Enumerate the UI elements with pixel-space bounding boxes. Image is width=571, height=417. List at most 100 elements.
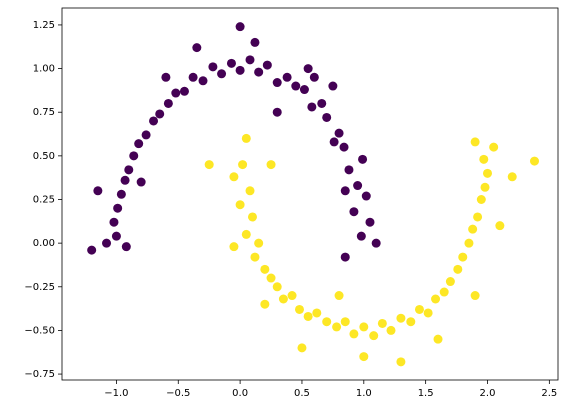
x-tick-label: 2.0 bbox=[480, 388, 496, 399]
point bbox=[396, 357, 406, 367]
point bbox=[359, 352, 369, 362]
point bbox=[349, 207, 359, 217]
point bbox=[358, 154, 368, 164]
y-tick-label: 0.75 bbox=[33, 107, 55, 118]
point bbox=[464, 238, 474, 248]
point bbox=[377, 318, 387, 328]
point bbox=[340, 317, 350, 327]
point bbox=[470, 137, 480, 147]
x-tick-label: 0.0 bbox=[232, 388, 248, 399]
point bbox=[109, 217, 119, 227]
x-tick-label: 1.0 bbox=[356, 388, 372, 399]
point bbox=[312, 308, 322, 318]
point bbox=[386, 325, 396, 335]
point bbox=[489, 142, 499, 152]
point bbox=[229, 172, 239, 182]
y-tick-label: 0.50 bbox=[33, 151, 55, 162]
point bbox=[480, 182, 490, 192]
point bbox=[217, 69, 227, 79]
point bbox=[111, 231, 121, 241]
point bbox=[241, 133, 251, 143]
point bbox=[303, 311, 313, 321]
point bbox=[307, 102, 317, 112]
y-tick-label: −0.50 bbox=[24, 325, 55, 336]
point bbox=[121, 242, 131, 252]
y-tick-label: −0.25 bbox=[24, 282, 55, 293]
point bbox=[291, 81, 301, 91]
point bbox=[332, 322, 342, 332]
point bbox=[349, 329, 359, 339]
point bbox=[129, 151, 139, 161]
point bbox=[229, 242, 239, 252]
point bbox=[262, 60, 272, 70]
point bbox=[359, 322, 369, 332]
point bbox=[188, 72, 198, 82]
point bbox=[482, 168, 492, 178]
point bbox=[495, 221, 505, 231]
point bbox=[431, 294, 441, 304]
point bbox=[339, 142, 349, 152]
plot-frame bbox=[61, 7, 559, 381]
x-tick-label: 2.5 bbox=[541, 388, 557, 399]
point bbox=[297, 343, 307, 353]
point bbox=[247, 212, 257, 222]
point bbox=[87, 245, 97, 255]
point bbox=[361, 191, 371, 201]
point bbox=[198, 76, 208, 86]
point bbox=[328, 81, 338, 91]
x-tick-label: −1.0 bbox=[104, 388, 128, 399]
point bbox=[507, 172, 517, 182]
y-tick-label: 1.00 bbox=[33, 64, 55, 75]
point bbox=[272, 78, 282, 88]
point bbox=[473, 212, 483, 222]
point bbox=[322, 317, 332, 327]
point bbox=[458, 252, 468, 262]
point bbox=[192, 43, 202, 53]
point bbox=[294, 304, 304, 314]
y-tick-label: 0.25 bbox=[33, 194, 55, 205]
point bbox=[334, 291, 344, 301]
point bbox=[179, 86, 189, 96]
point bbox=[149, 116, 159, 126]
point bbox=[299, 85, 309, 95]
point bbox=[371, 238, 381, 248]
point bbox=[235, 65, 245, 75]
point bbox=[124, 165, 134, 175]
x-tick-label: −0.5 bbox=[166, 388, 190, 399]
point bbox=[272, 107, 282, 117]
point bbox=[439, 287, 449, 297]
point bbox=[479, 154, 489, 164]
point bbox=[340, 186, 350, 196]
point bbox=[369, 331, 379, 341]
point bbox=[208, 62, 218, 72]
point bbox=[396, 313, 406, 323]
point bbox=[134, 139, 144, 149]
point bbox=[433, 334, 443, 344]
point bbox=[468, 224, 478, 234]
point bbox=[344, 165, 354, 175]
point bbox=[329, 137, 339, 147]
point bbox=[529, 156, 539, 166]
point bbox=[254, 67, 264, 77]
point bbox=[423, 308, 433, 318]
point bbox=[171, 88, 181, 98]
point bbox=[155, 109, 165, 119]
point bbox=[272, 282, 282, 292]
x-tick-label: 1.5 bbox=[418, 388, 434, 399]
point bbox=[356, 231, 366, 241]
point bbox=[245, 186, 255, 196]
y-tick-label: −0.75 bbox=[24, 369, 55, 380]
y-tick-label: 0.00 bbox=[33, 238, 55, 249]
point bbox=[453, 264, 463, 274]
point bbox=[303, 64, 313, 74]
x-tick-label: 0.5 bbox=[294, 388, 310, 399]
point bbox=[470, 291, 480, 301]
point bbox=[266, 160, 276, 170]
point bbox=[317, 98, 327, 108]
point bbox=[102, 238, 112, 248]
point bbox=[163, 98, 173, 108]
point bbox=[287, 291, 297, 301]
point bbox=[278, 294, 288, 304]
point bbox=[334, 128, 344, 138]
